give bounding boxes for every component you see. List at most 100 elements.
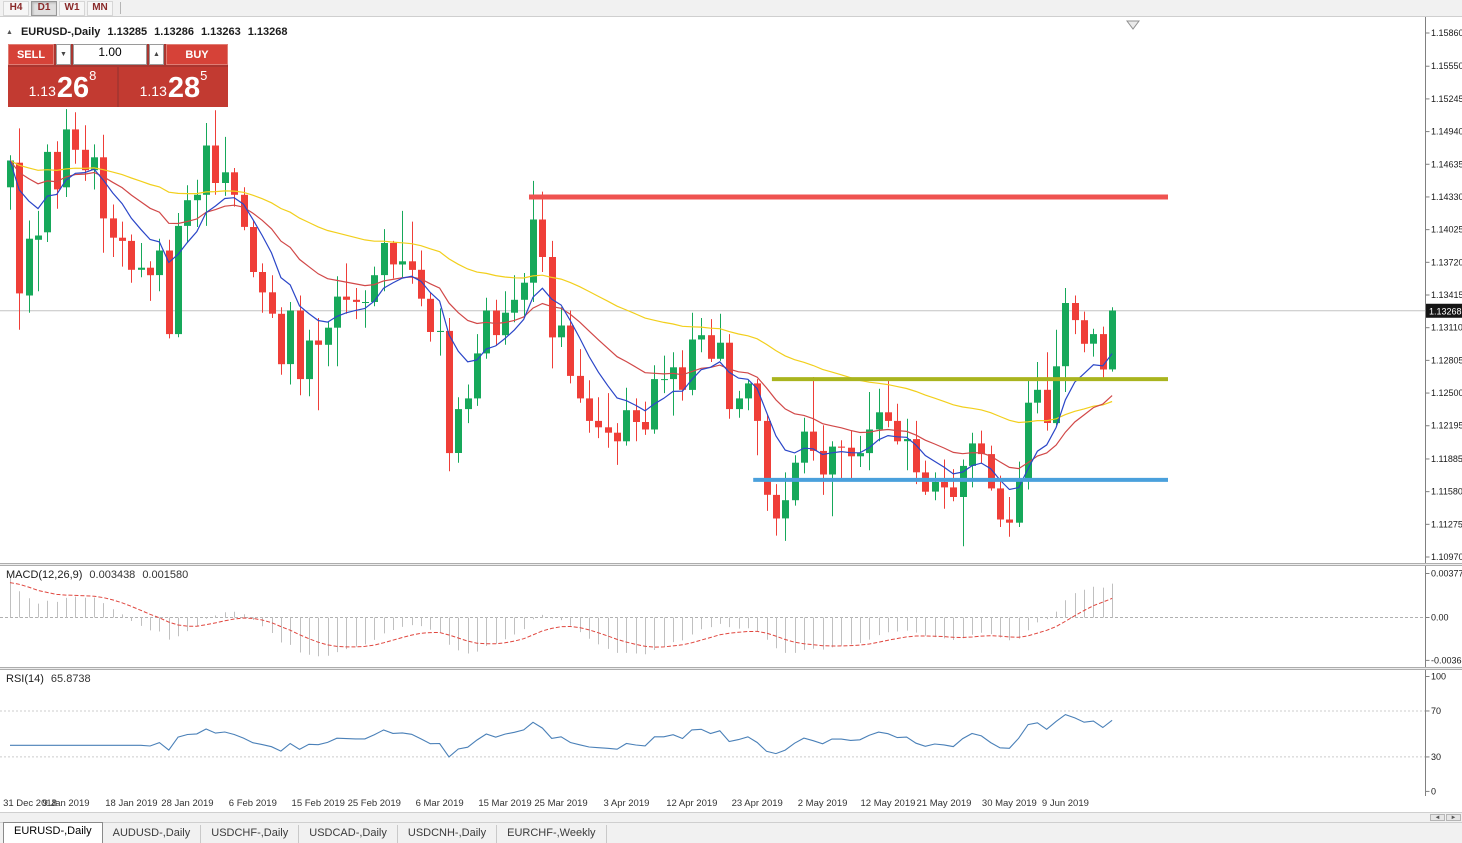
date-tick-label: 12 May 2019 xyxy=(860,798,916,809)
timeframe-button-w1[interactable]: W1 xyxy=(59,0,85,16)
svg-text:1.11275: 1.11275 xyxy=(1431,519,1462,529)
timeframe-button-mn[interactable]: MN xyxy=(87,0,113,16)
horizontal-scrollbar[interactable]: ◄ ► xyxy=(0,812,1462,822)
buy-price-pips: 28 xyxy=(167,72,201,104)
rsi-chart-canvas[interactable]: 100 70 30 0 xyxy=(0,670,1462,796)
volume-up-button[interactable]: ▲ xyxy=(149,44,164,65)
date-tick-label: 9 Jan 2019 xyxy=(42,798,90,809)
svg-text:1.12805: 1.12805 xyxy=(1431,355,1462,365)
svg-text:1.11885: 1.11885 xyxy=(1431,454,1462,464)
rsi-header: RSI(14) 65.8738 xyxy=(6,673,91,685)
chart-tab-bar: EURUSD-,Daily AUDUSD-,Daily USDCHF-,Daily U… xyxy=(0,822,1462,843)
chart-tab-5[interactable]: EURCHF-,Weekly xyxy=(497,825,607,843)
timeframe-buttons: H4 D1 W1 MN xyxy=(3,0,113,16)
main-chart-panel: 1.15860 1.15550 1.15245 1.14940 1.14635 1.143… xyxy=(0,17,1462,563)
sell-price-pipette: 8 xyxy=(89,68,97,83)
date-tick-label: 30 May 2019 xyxy=(981,798,1037,809)
macd-signal-value: 0.001580 xyxy=(142,569,189,581)
trade-controls-row: SELL ▼ 1.00 ▲ BUY xyxy=(8,44,228,65)
chart-high-value: 1.13286 xyxy=(154,26,194,38)
macd-chart-canvas[interactable]: 0.003777 0.00 -0.003682 xyxy=(0,566,1462,667)
trade-prices-row: 1.13 26 8 1.13 28 5 xyxy=(8,67,228,107)
svg-text:0: 0 xyxy=(1431,786,1436,796)
arrow-right-icon: ► xyxy=(1450,815,1457,821)
svg-text:1.11580: 1.11580 xyxy=(1431,487,1462,497)
date-axis: 31 Dec 2018 9 Jan 2019 18 Jan 2019 28 Jan 2… xyxy=(0,796,1462,812)
sell-price-box[interactable]: 1.13 26 8 xyxy=(8,67,117,107)
chevron-up-icon: ▲ xyxy=(153,51,160,58)
macd-main-value: 0.003438 xyxy=(89,569,136,581)
chevron-down-icon: ▼ xyxy=(60,51,67,58)
svg-text:0.003777: 0.003777 xyxy=(1431,569,1462,579)
chart-open-value: 1.13285 xyxy=(107,26,148,38)
svg-text:1.13415: 1.13415 xyxy=(1431,290,1462,300)
sell-price-pips: 26 xyxy=(56,72,90,104)
date-tick-label: 3 Apr 2019 xyxy=(603,798,650,809)
date-tick-label: 23 Apr 2019 xyxy=(731,798,783,809)
svg-text:1.15860: 1.15860 xyxy=(1431,28,1462,38)
macd-header: MACD(12,26,9) 0.003438 0.001580 xyxy=(6,569,188,581)
price-chart-canvas[interactable]: 1.15860 1.15550 1.15245 1.14940 1.14635 1.143… xyxy=(0,17,1462,563)
volume-input[interactable]: 1.00 xyxy=(73,44,147,65)
date-tick-label: 31 Dec 2018 xyxy=(3,798,57,809)
chart-symbol-label: EURUSD-,Daily xyxy=(20,26,101,38)
date-tick-label: 2 May 2019 xyxy=(797,798,848,809)
date-tick-label: 12 Apr 2019 xyxy=(666,798,718,809)
timeframe-button-h4[interactable]: H4 xyxy=(3,0,29,16)
svg-text:1.13720: 1.13720 xyxy=(1431,257,1462,267)
macd-title: MACD(12,26,9) xyxy=(6,569,83,581)
svg-text:1.13110: 1.13110 xyxy=(1431,323,1462,333)
svg-text:100: 100 xyxy=(1431,672,1446,682)
svg-text:30: 30 xyxy=(1431,752,1441,762)
svg-text:1.12195: 1.12195 xyxy=(1431,421,1462,431)
chart-close-value: 1.13268 xyxy=(247,26,288,38)
date-tick-label: 6 Mar 2019 xyxy=(415,798,464,809)
date-tick-label: 25 Mar 2019 xyxy=(534,798,588,809)
svg-text:1.14635: 1.14635 xyxy=(1431,159,1462,169)
svg-text:1.14330: 1.14330 xyxy=(1431,192,1462,202)
panel-separator[interactable] xyxy=(0,563,1462,566)
timeframe-button-d1[interactable]: D1 xyxy=(31,0,57,16)
svg-text:1.15245: 1.15245 xyxy=(1431,94,1462,104)
svg-text:-0.003682: -0.003682 xyxy=(1431,655,1462,665)
buy-button[interactable]: BUY xyxy=(166,44,228,65)
svg-text:0.00: 0.00 xyxy=(1431,613,1449,623)
svg-text:1.14940: 1.14940 xyxy=(1431,127,1462,137)
svg-text:70: 70 xyxy=(1431,706,1441,716)
chart-tab-1[interactable]: AUDUSD-,Daily xyxy=(103,825,202,843)
date-tick-label: 6 Feb 2019 xyxy=(228,798,277,809)
buy-price-pipette: 5 xyxy=(200,68,208,83)
scroll-left-button[interactable]: ◄ xyxy=(1430,814,1445,821)
one-click-trading-panel: SELL ▼ 1.00 ▲ BUY 1.13 26 8 1.13 28 5 xyxy=(8,44,228,107)
sell-price-base: 1.13 xyxy=(28,83,56,99)
panel-separator[interactable] xyxy=(0,667,1462,670)
svg-text:1.13268: 1.13268 xyxy=(1429,306,1462,316)
svg-text:1.14025: 1.14025 xyxy=(1431,225,1462,235)
rsi-title: RSI(14) xyxy=(6,673,44,685)
toolbar-separator xyxy=(120,2,121,14)
chart-tab-3[interactable]: USDCAD-,Daily xyxy=(299,825,398,843)
arrow-left-icon: ◄ xyxy=(1434,815,1441,821)
chart-low-value: 1.13263 xyxy=(200,26,241,38)
chart-tab-4[interactable]: USDCNH-,Daily xyxy=(398,825,498,843)
buy-price-base: 1.13 xyxy=(139,83,167,99)
date-tick-label: 25 Feb 2019 xyxy=(347,798,401,809)
volume-down-button[interactable]: ▼ xyxy=(56,44,71,65)
chart-tab-0[interactable]: EURUSD-,Daily xyxy=(3,822,103,843)
date-tick-label: 28 Jan 2019 xyxy=(161,798,214,809)
date-tick-label: 15 Mar 2019 xyxy=(478,798,532,809)
date-tick-label: 21 May 2019 xyxy=(916,798,972,809)
rsi-value: 65.8738 xyxy=(50,673,91,685)
rsi-indicator-panel: 100 70 30 0 RSI(14) 65.8738 xyxy=(0,670,1462,796)
macd-indicator-panel: 0.003777 0.00 -0.003682 MACD(12,26,9) 0.00… xyxy=(0,566,1462,667)
chart-tab-2[interactable]: USDCHF-,Daily xyxy=(201,825,300,843)
sell-button[interactable]: SELL xyxy=(8,44,54,65)
scroll-right-button[interactable]: ► xyxy=(1446,814,1461,821)
date-tick-label: 18 Jan 2019 xyxy=(105,798,158,809)
date-tick-label: 9 Jun 2019 xyxy=(1041,798,1089,809)
timeframe-toolbar: H4 D1 W1 MN xyxy=(0,0,1462,17)
svg-text:1.15550: 1.15550 xyxy=(1431,61,1462,71)
buy-price-box[interactable]: 1.13 28 5 xyxy=(119,67,228,107)
collapse-panel-icon[interactable]: ▲ xyxy=(6,28,13,36)
